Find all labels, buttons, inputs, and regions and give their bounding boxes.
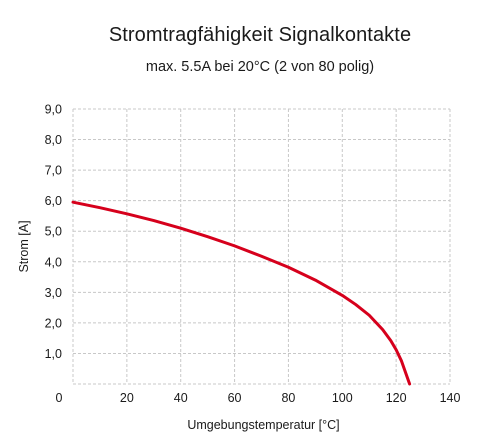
- x-axis-label: Umgebungstemperatur [°C]: [187, 418, 339, 432]
- y-axis-label: Strom [A]: [17, 220, 31, 272]
- chart-subtitle: max. 5.5A bei 20°C (2 von 80 polig): [145, 59, 375, 75]
- x-tick-label: 80: [281, 391, 295, 405]
- x-tick-label: 40: [174, 391, 188, 405]
- x-tick-label: 20: [120, 391, 134, 405]
- y-tick-label: 3,0: [45, 286, 62, 300]
- y-tick-label: 9,0: [45, 103, 62, 117]
- series-group: [71, 200, 412, 386]
- grid-lines: [73, 108, 451, 384]
- x-tick-label: 60: [228, 391, 242, 405]
- y-tick-label: 6,0: [45, 194, 62, 208]
- current-derating-curve: [71, 200, 412, 386]
- y-tick-label: 5,0: [45, 225, 62, 239]
- y-tick-label: 8,0: [45, 133, 62, 147]
- x-tick-label: 140: [440, 391, 461, 405]
- y-tick-label: 2,0: [45, 316, 62, 330]
- x-tick-label: 0: [56, 391, 63, 405]
- axes: [72, 109, 450, 385]
- y-tick-label: 4,0: [45, 255, 62, 269]
- x-tick-label: 120: [386, 391, 407, 405]
- y-tick-label: 7,0: [45, 164, 62, 178]
- y-tick-label: 1,0: [45, 347, 62, 361]
- x-tick-label: 100: [332, 391, 353, 405]
- chart-title: Stromtragfähigkeit Signalkontakte: [108, 24, 412, 46]
- tick-labels: 1,0 2,0 3,0 4,0 5,0 6,0 7,0 8,0 9,0 0 20 40 60 80 100 1…: [45, 103, 461, 406]
